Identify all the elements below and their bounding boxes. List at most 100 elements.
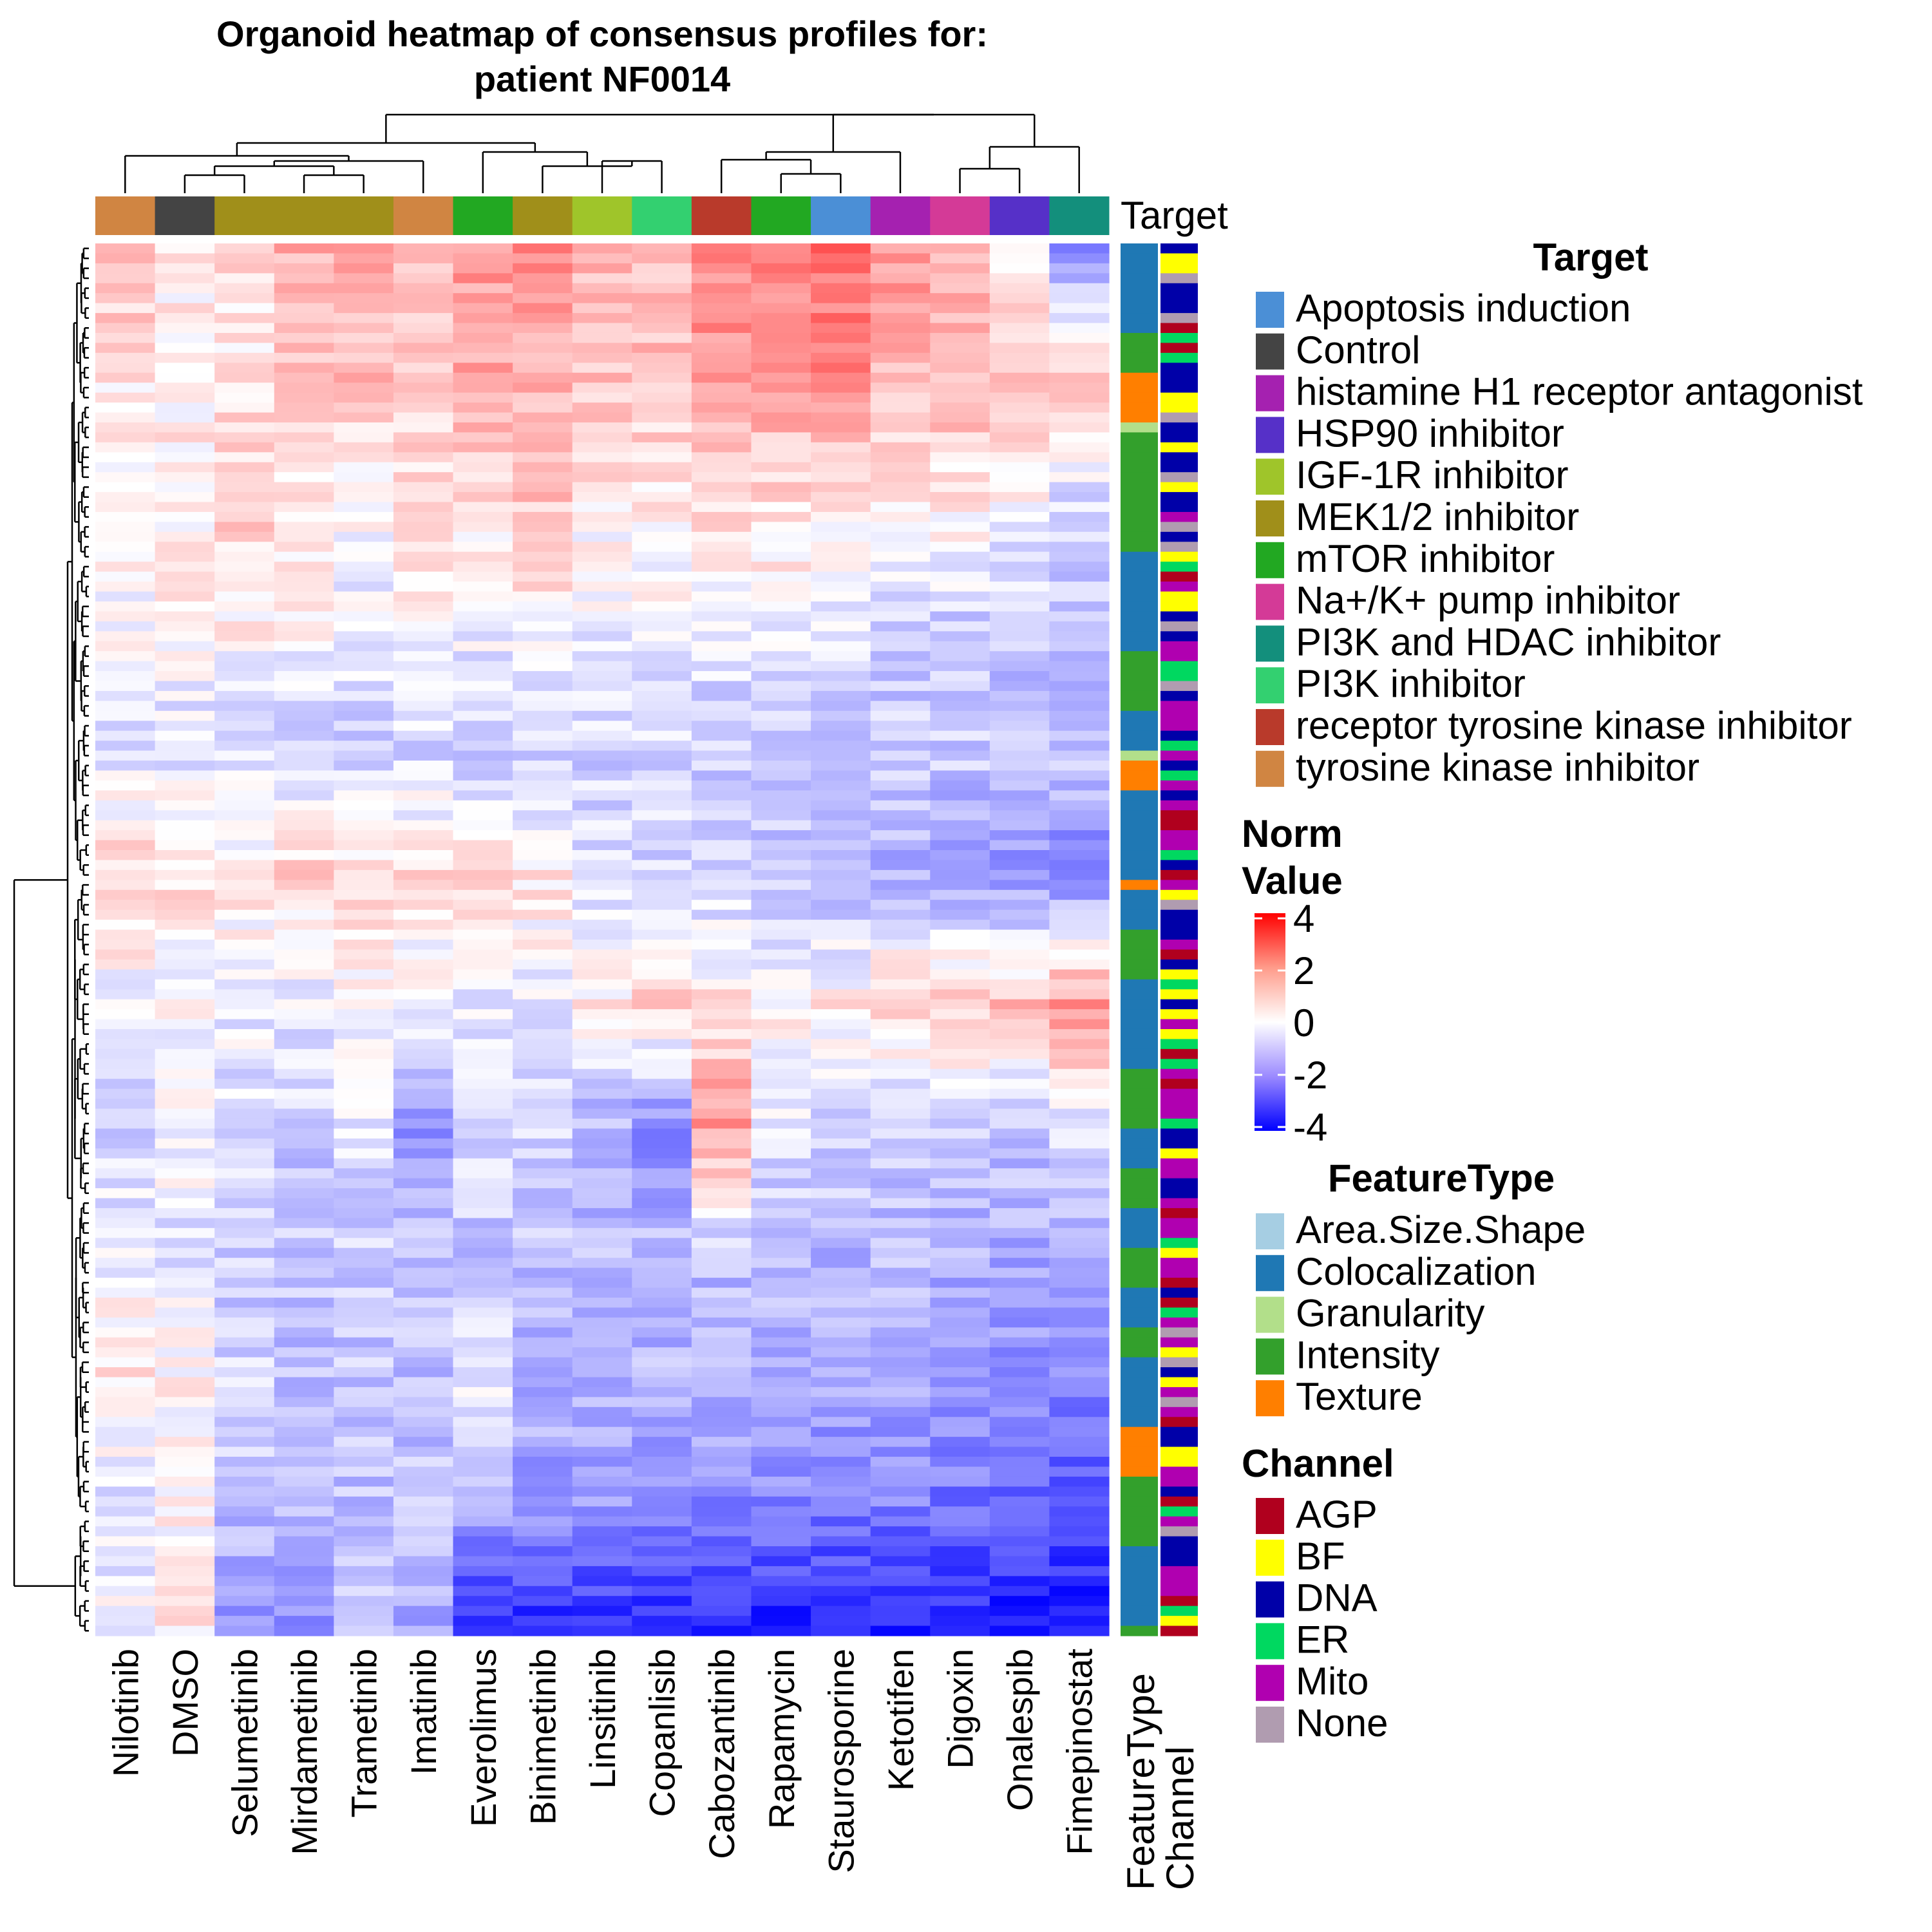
heatmap-cell: [214, 840, 275, 851]
heatmap-cell: [513, 1526, 573, 1537]
heatmap-cell: [95, 1327, 156, 1338]
heatmap-cell: [691, 332, 752, 344]
heatmap-cell: [155, 979, 215, 990]
heatmap-cell: [691, 253, 752, 264]
heatmap-cell: [811, 959, 871, 970]
heatmap-cell: [513, 810, 573, 821]
heatmap-cell: [393, 1088, 454, 1099]
heatmap-cell: [334, 621, 394, 632]
heatmap-cell: [1049, 542, 1110, 553]
heatmap-cell: [274, 1406, 334, 1417]
featuretype-cell: [1121, 1605, 1158, 1616]
heatmap-cell: [632, 989, 692, 1000]
heatmap-cell: [930, 502, 990, 513]
featuretype-cell: [1121, 372, 1158, 383]
heatmap-cell: [751, 701, 811, 712]
heatmap-cell: [811, 1168, 871, 1179]
heatmap-cell: [811, 1059, 871, 1070]
heatmap-cell: [989, 741, 1050, 752]
heatmap-cell: [751, 1496, 811, 1507]
heatmap-cell: [870, 253, 931, 264]
heatmap-cell: [453, 929, 513, 940]
heatmap-cell: [274, 402, 334, 413]
heatmap-cell: [691, 830, 752, 841]
featuretype-cell: [1121, 1028, 1158, 1040]
heatmap-cell: [393, 1596, 454, 1607]
heatmap-cell: [155, 710, 215, 721]
heatmap-cell: [632, 949, 692, 960]
heatmap-cell: [274, 1367, 334, 1378]
channel-legend-label: Mito: [1296, 1660, 1368, 1703]
featuretype-cell: [1121, 283, 1158, 294]
featuretype-cell: [1121, 909, 1158, 920]
heatmap-cell: [632, 999, 692, 1010]
heatmap-cell: [1049, 840, 1110, 851]
heatmap-cell: [274, 949, 334, 960]
heatmap-cell: [274, 1605, 334, 1616]
heatmap-cell: [214, 880, 275, 891]
chart-title-line2: patient NF0014: [474, 59, 730, 99]
heatmap-cell: [155, 1486, 215, 1497]
featuretype-cell: [1121, 1088, 1158, 1099]
heatmap-cell: [214, 392, 275, 403]
heatmap-cell: [811, 940, 871, 951]
heatmap-cell: [1049, 800, 1110, 811]
heatmap-cell: [572, 631, 632, 642]
heatmap-cell: [691, 979, 752, 990]
heatmap-cell: [155, 1596, 215, 1607]
heatmap-cell: [513, 800, 573, 811]
heatmap-cell: [751, 1337, 811, 1348]
target-annotation-cell: [155, 196, 215, 235]
heatmap-cell: [274, 273, 334, 284]
heatmap-cell: [691, 909, 752, 920]
channel-cell: [1160, 591, 1198, 602]
heatmap-cell: [513, 1426, 573, 1437]
heatmap-cell: [334, 412, 394, 423]
heatmap-cell: [155, 1039, 215, 1050]
heatmap-cell: [989, 889, 1050, 900]
heatmap-cell: [393, 332, 454, 344]
target-annotation-cell: [274, 196, 334, 235]
heatmap-cell: [632, 611, 692, 622]
heatmap-cell: [214, 1406, 275, 1417]
heatmap-cell: [334, 1307, 394, 1318]
heatmap-cell: [214, 959, 275, 970]
heatmap-cell: [870, 681, 931, 692]
heatmap-cell: [334, 352, 394, 363]
heatmap-cell: [870, 999, 931, 1010]
heatmap-cell: [870, 710, 931, 721]
channel-cell: [1160, 840, 1198, 851]
heatmap-cell: [751, 1297, 811, 1308]
heatmap-cell: [1049, 492, 1110, 503]
heatmap-cell: [691, 1028, 752, 1040]
heatmap-cell: [811, 482, 871, 493]
heatmap-cell: [751, 1267, 811, 1278]
heatmap-cell: [572, 1059, 632, 1070]
heatmap-cell: [572, 1009, 632, 1020]
heatmap-cell: [572, 551, 632, 562]
heatmap-cell: [691, 1208, 752, 1218]
heatmap-cell: [811, 1297, 871, 1308]
heatmap-cell: [870, 1576, 931, 1587]
heatmap-cell: [1049, 1088, 1110, 1099]
heatmap-cell: [632, 1088, 692, 1099]
heatmap-cell: [572, 323, 632, 334]
heatmap-cell: [95, 1476, 156, 1487]
heatmap-cell: [1049, 959, 1110, 970]
heatmap-cell: [155, 1059, 215, 1070]
heatmap-cell: [155, 383, 215, 393]
heatmap-cell: [453, 1258, 513, 1269]
target-annotation-cell: [95, 196, 156, 235]
heatmap-cell: [95, 492, 156, 503]
heatmap-cell: [572, 1536, 632, 1547]
heatmap-cell: [811, 452, 871, 463]
heatmap-cell: [453, 243, 513, 254]
heatmap-cell: [513, 1406, 573, 1417]
heatmap-cell: [334, 452, 394, 463]
heatmap-cell: [95, 1466, 156, 1477]
heatmap-cell: [632, 1258, 692, 1269]
heatmap-cell: [214, 1188, 275, 1199]
heatmap-cell: [453, 611, 513, 622]
channel-cell: [1160, 860, 1198, 871]
target-legend-swatch: [1256, 667, 1284, 704]
